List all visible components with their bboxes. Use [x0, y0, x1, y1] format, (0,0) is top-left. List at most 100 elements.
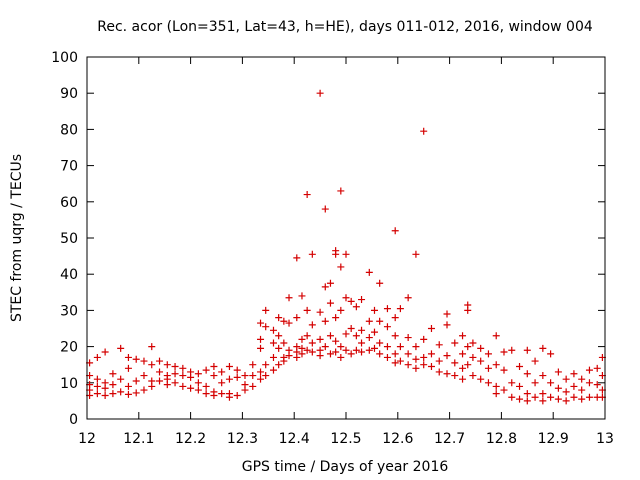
data-point — [101, 391, 109, 399]
data-point — [321, 283, 329, 291]
data-point — [194, 386, 202, 394]
y-tick-label: 60 — [60, 195, 78, 211]
data-point — [321, 317, 329, 325]
data-point — [570, 370, 578, 378]
data-point — [218, 390, 226, 398]
data-point — [117, 388, 125, 396]
data-point — [241, 386, 249, 394]
data-point — [578, 395, 586, 403]
data-point — [308, 339, 316, 347]
data-point — [404, 334, 412, 342]
data-point — [262, 361, 270, 369]
data-point — [257, 368, 265, 376]
data-point — [484, 364, 492, 372]
data-point — [464, 343, 472, 351]
data-point — [523, 370, 531, 378]
data-point — [531, 379, 539, 387]
data-point — [332, 337, 340, 345]
data-point — [308, 250, 316, 258]
data-point — [508, 379, 516, 387]
data-point — [321, 205, 329, 213]
data-point — [412, 355, 420, 363]
data-point — [412, 343, 420, 351]
data-point — [376, 350, 384, 358]
data-point — [435, 341, 443, 349]
data-point — [391, 314, 399, 322]
x-tick-label: 12.2 — [175, 431, 206, 447]
data-point — [293, 254, 301, 262]
data-point — [347, 325, 355, 332]
data-point — [523, 397, 531, 405]
data-point — [210, 372, 218, 380]
data-point — [337, 263, 345, 271]
data-point — [148, 382, 156, 390]
data-point — [451, 359, 459, 367]
data-point — [443, 310, 451, 318]
data-point — [365, 268, 373, 276]
data-point — [451, 372, 459, 380]
data-point — [316, 352, 324, 360]
data-point — [469, 339, 477, 347]
data-point — [280, 317, 288, 325]
data-point — [225, 393, 233, 401]
data-point — [531, 357, 539, 365]
data-point — [303, 332, 311, 340]
x-tick-label: 12.4 — [279, 431, 310, 447]
data-point — [132, 389, 140, 397]
data-point — [225, 375, 233, 383]
x-tick-label: 12.5 — [330, 431, 361, 447]
chart-title: Rec. acor (Lon=351, Lat=43, h=HE), days … — [97, 19, 593, 35]
data-point — [435, 368, 443, 376]
data-point — [396, 357, 404, 365]
data-point — [477, 344, 485, 352]
data-point — [140, 372, 148, 380]
data-point — [249, 372, 257, 380]
data-point — [337, 353, 345, 361]
data-point — [202, 390, 210, 398]
data-point — [262, 372, 270, 380]
data-point — [358, 296, 366, 304]
data-point — [109, 381, 117, 389]
data-point — [427, 363, 435, 371]
data-point — [332, 250, 340, 258]
y-tick-label: 90 — [60, 86, 78, 102]
data-point — [171, 379, 179, 387]
data-point — [477, 375, 485, 383]
data-point — [210, 363, 218, 371]
data-point — [492, 382, 500, 390]
data-point — [539, 397, 547, 405]
data-point — [202, 382, 210, 390]
data-point — [443, 370, 451, 378]
data-point — [148, 343, 156, 351]
data-point — [412, 364, 420, 372]
data-point — [308, 348, 316, 356]
data-point — [285, 294, 293, 302]
data-point — [321, 343, 329, 351]
data-point — [326, 299, 334, 307]
plot-frame — [86, 56, 606, 420]
data-point — [233, 366, 241, 374]
data-point — [124, 382, 132, 390]
data-point — [427, 325, 435, 332]
data-point — [124, 364, 132, 372]
data-point — [117, 344, 125, 352]
data-point — [179, 364, 187, 372]
data-point — [459, 375, 467, 383]
data-point — [257, 335, 265, 343]
data-point — [257, 319, 265, 327]
x-tick-label: 13 — [596, 431, 614, 447]
data-point — [218, 379, 226, 387]
data-point — [179, 382, 187, 390]
data-point — [547, 350, 555, 358]
data-point — [171, 363, 179, 371]
data-point — [358, 339, 366, 347]
y-axis-label: STEC from uqrg / TECUs — [9, 154, 25, 322]
data-point — [391, 332, 399, 340]
data-point — [332, 348, 340, 356]
data-point — [342, 294, 350, 302]
data-point — [342, 346, 350, 354]
data-point — [303, 306, 311, 314]
data-point — [365, 317, 373, 325]
data-point — [451, 339, 459, 347]
